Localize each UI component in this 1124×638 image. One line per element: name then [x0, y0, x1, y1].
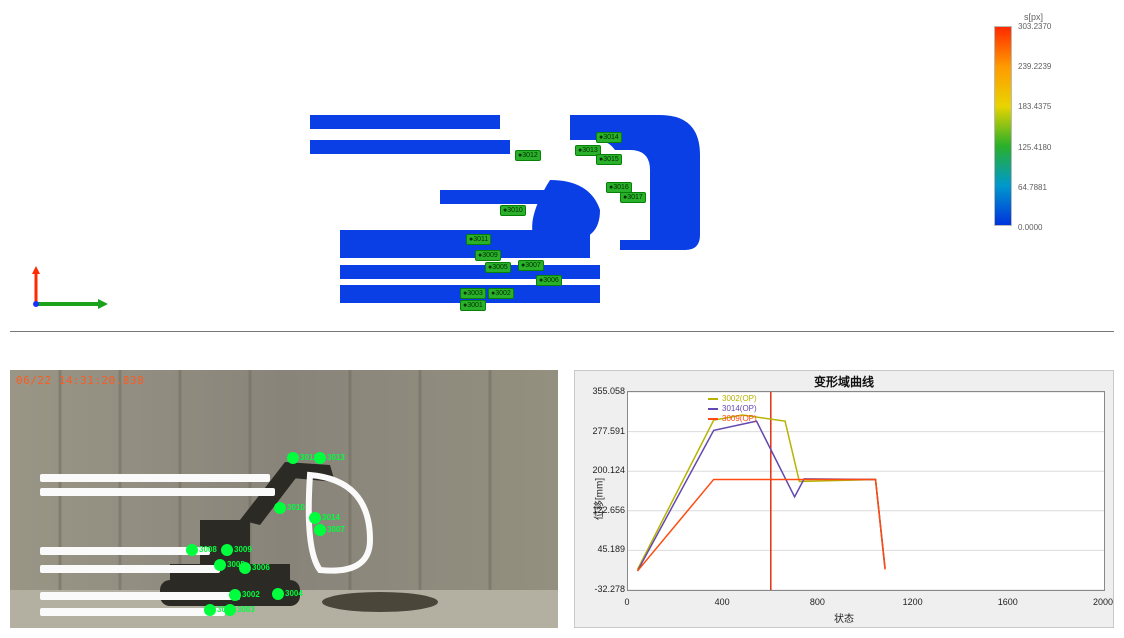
trajectory-bar	[40, 488, 275, 496]
cam-marker-label: 3002	[242, 590, 260, 599]
marker-3012[interactable]: ●3012	[515, 150, 541, 161]
cam-marker-3003[interactable]	[224, 604, 236, 616]
marker-3009[interactable]: ●3009	[475, 250, 501, 261]
cam-marker-label: 3008	[199, 545, 217, 554]
ytick: 277.591	[587, 426, 625, 436]
cam-marker-3007[interactable]	[314, 524, 326, 536]
colorbar: s[px] 303.2370239.2239183.4375125.418064…	[994, 22, 1094, 242]
colorbar-tick: 125.4180	[1018, 143, 1051, 152]
colorbar-tick: 303.2370	[1018, 22, 1051, 31]
marker-3015[interactable]: ●3015	[596, 154, 622, 165]
cam-marker-label: 3010	[287, 503, 305, 512]
cam-marker-3001[interactable]	[204, 604, 216, 616]
trajectory-bar	[40, 608, 225, 616]
marker-3010[interactable]: ●3010	[500, 205, 526, 216]
legend-item: 3009(OP)	[708, 414, 757, 424]
ytick: 122.656	[587, 505, 625, 515]
cam-marker-3010[interactable]	[274, 502, 286, 514]
xtick: 400	[710, 597, 734, 607]
colorbar-tick: 64.7881	[1018, 183, 1051, 192]
cam-marker-3008[interactable]	[186, 544, 198, 556]
cam-marker-label: 3006	[252, 563, 270, 572]
trajectory-bar	[40, 592, 240, 600]
cam-marker-label: 3004	[285, 589, 303, 598]
cam-marker-label: 3009	[234, 545, 252, 554]
marker-3002[interactable]: ●3002	[488, 288, 514, 299]
cam-marker-3013[interactable]	[314, 452, 326, 464]
colorbar-gradient	[994, 26, 1012, 226]
colorbar-tick: 183.4375	[1018, 102, 1051, 111]
cam-marker-3002[interactable]	[229, 589, 241, 601]
chart-title: 变形域曲线	[575, 373, 1113, 390]
marker-3007[interactable]: ●3007	[518, 260, 544, 271]
chart-xlabel: 状态	[575, 610, 1113, 625]
xtick: 0	[615, 597, 639, 607]
axes-gizmo	[24, 264, 114, 314]
trajectory-bar	[40, 474, 270, 482]
cam-marker-label: 3013	[327, 453, 345, 462]
marker-3006[interactable]: ●3006	[536, 275, 562, 286]
colorbar-title: s[px]	[1024, 12, 1043, 22]
xtick: 2000	[1091, 597, 1115, 607]
cam-marker-3012[interactable]	[287, 452, 299, 464]
camera-view-panel: 06/22 14:31:20.838 301230133014300730103…	[10, 370, 558, 628]
panel-divider	[10, 331, 1114, 332]
trajectory-bar	[40, 547, 210, 555]
marker-3011[interactable]: ●3011	[466, 234, 491, 245]
xtick: 1600	[996, 597, 1020, 607]
ytick: 200.124	[587, 465, 625, 475]
chart-plot-area: 3002(OP)3014(OP)3009(OP)	[627, 391, 1105, 591]
deformation-curve-chart: 变形域曲线 位移[mm] 状态 3002(OP)3014(OP)3009(OP)…	[574, 370, 1114, 628]
xtick: 1200	[901, 597, 925, 607]
cam-marker-3009[interactable]	[221, 544, 233, 556]
cam-marker-3006[interactable]	[239, 562, 251, 574]
cam-marker-3005[interactable]	[214, 559, 226, 571]
colorbar-tick: 239.2239	[1018, 62, 1051, 71]
ytick: 355.058	[587, 386, 625, 396]
cam-marker-label: 3007	[327, 525, 345, 534]
colorbar-labels: 303.2370 239.2239 183.4375 125.4180 64.7881 0…	[1018, 22, 1051, 232]
camera-timestamp: 06/22 14:31:20.838	[16, 374, 144, 387]
ytick: -32.278	[587, 584, 625, 594]
xtick: 800	[805, 597, 829, 607]
deformation-colormap-panel: ●3012●3013●3014●3015●3016●3017●3010●3011…	[0, 0, 1124, 320]
ytick: 45.189	[587, 544, 625, 554]
legend-item: 3002(OP)	[708, 394, 757, 404]
marker-3014[interactable]: ●3014	[596, 132, 622, 143]
marker-3005[interactable]: ●3005	[485, 262, 511, 273]
marker-3001[interactable]: ●3001	[460, 300, 486, 311]
cam-marker-label: 3003	[237, 605, 255, 614]
legend-item: 3014(OP)	[708, 404, 757, 414]
chart-legend: 3002(OP)3014(OP)3009(OP)	[708, 394, 757, 424]
trajectory-bar	[40, 565, 220, 573]
cam-marker-3014[interactable]	[309, 512, 321, 524]
cam-marker-label: 3014	[322, 513, 340, 522]
marker-3017[interactable]: ●3017	[620, 192, 646, 203]
cam-marker-3004[interactable]	[272, 588, 284, 600]
marker-3003[interactable]: ●3003	[460, 288, 486, 299]
excavator-colormap-viz: ●3012●3013●3014●3015●3016●3017●3010●3011…	[300, 100, 740, 310]
colorbar-tick: 0.0000	[1018, 223, 1051, 232]
